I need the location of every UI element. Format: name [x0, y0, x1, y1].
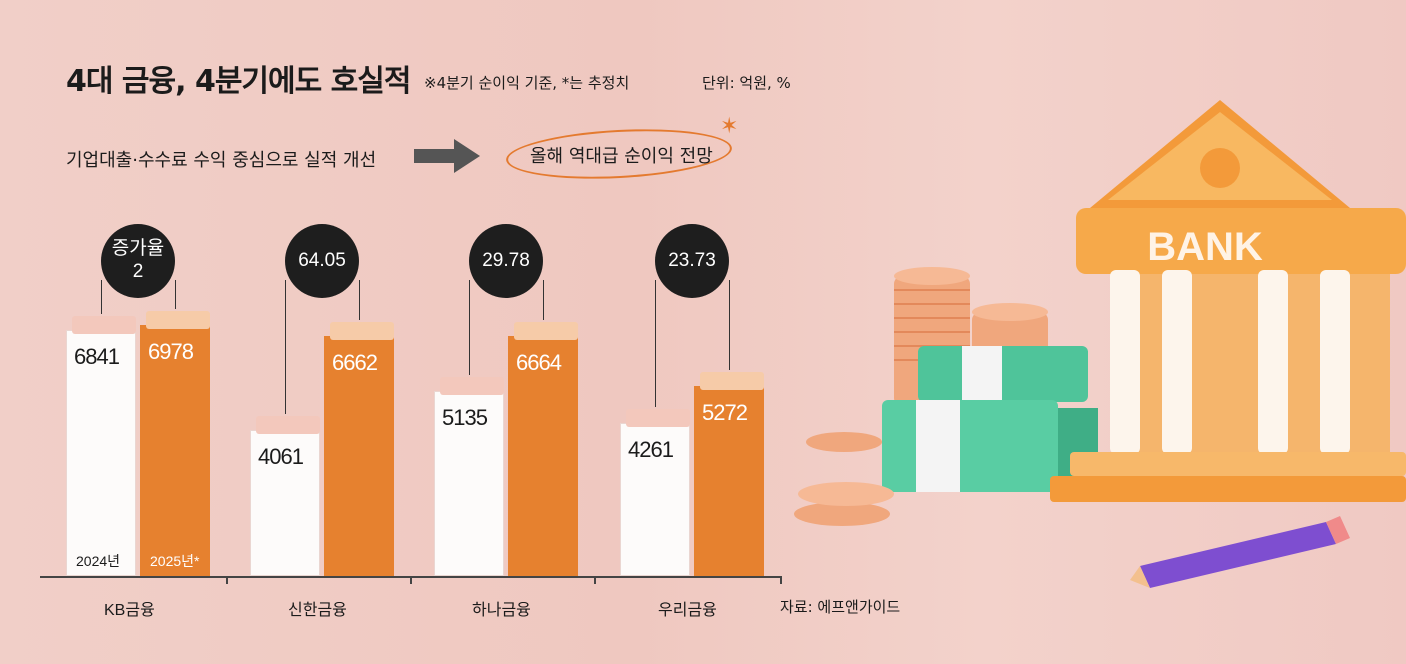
growth-value: 64.05: [298, 249, 346, 271]
growth-value: 29.78: [482, 249, 530, 271]
growth-badge: 증가율 2: [101, 224, 175, 298]
connector-line: [469, 280, 470, 376]
growth-value: 2: [132, 261, 144, 282]
year-label: 2025년*: [150, 553, 200, 569]
growth-label: 증가율: [111, 238, 165, 260]
bar-cap: [700, 372, 764, 391]
bar-cap: [626, 408, 690, 427]
bar-cap: [330, 322, 394, 341]
category-label: 우리금융: [658, 602, 717, 619]
axis-tick: [226, 576, 228, 584]
bar-cap: [72, 315, 136, 334]
data-label: 4261: [628, 436, 674, 462]
connector-line: [359, 280, 360, 321]
bar-2025: [140, 324, 210, 576]
connector-line: [729, 280, 730, 371]
sparkle-icon: ✶: [720, 114, 739, 139]
growth-badge: 64.05: [285, 224, 359, 298]
chart-title: 4대 금융, 4분기에도 호실적: [66, 64, 411, 99]
category-label: 하나금융: [472, 602, 531, 619]
bar-cap: [440, 377, 504, 396]
arrow-right-icon: [414, 139, 480, 173]
bar-2025: [694, 386, 764, 576]
data-label: 5135: [442, 405, 488, 431]
bar-cap: [256, 415, 320, 434]
connector-line: [175, 280, 176, 309]
data-label: 4061: [258, 443, 304, 469]
bank-illustration: BANK: [794, 100, 1406, 588]
bar-2025: [508, 336, 578, 576]
bank-sign: BANK: [1147, 225, 1263, 269]
subtitle-right: 올해 역대급 순이익 전망 ✶: [504, 114, 738, 184]
category-label: 신한금융: [288, 602, 347, 619]
data-label: 6662: [332, 350, 378, 376]
bar-cap: [146, 310, 210, 329]
unit-label: 단위: 억원, %: [702, 74, 791, 92]
bank-building: BANK: [1050, 100, 1406, 502]
data-label: 6841: [74, 343, 120, 369]
subtitle-left: 기업대출·수수료 수익 중심으로 실적 개선: [66, 150, 377, 171]
connector-line: [285, 280, 286, 414]
source-note: 자료: 에프앤가이드: [780, 598, 901, 616]
axis-tick: [780, 576, 782, 584]
connector-line: [543, 280, 544, 321]
growth-value: 23.73: [668, 249, 716, 271]
year-label: 2024년: [76, 553, 121, 569]
connector-line: [655, 280, 656, 407]
growth-badge: 23.73: [655, 224, 729, 298]
bar-2024: [434, 391, 504, 576]
money-stack: [882, 346, 1098, 492]
bar-2024: [66, 329, 136, 576]
data-label: 6664: [516, 350, 562, 376]
chart-note: ※4분기 순이익 기준, *는 추정치: [424, 74, 630, 92]
axis-tick: [410, 576, 412, 584]
data-label: 5272: [702, 400, 748, 426]
bar-2025: [324, 336, 394, 576]
growth-badge: 29.78: [469, 224, 543, 298]
connector-line: [101, 280, 102, 314]
category-label: KB금융: [104, 602, 155, 619]
bar-cap: [514, 322, 578, 341]
pencil-icon: [1130, 516, 1350, 588]
coins-floor: [794, 432, 894, 526]
subtitle-right-text: 올해 역대급 순이익 전망: [530, 146, 713, 167]
axis-tick: [594, 576, 596, 584]
data-label: 6978: [148, 338, 194, 364]
bar-2024: [620, 422, 690, 576]
bar-2024: [250, 429, 320, 576]
